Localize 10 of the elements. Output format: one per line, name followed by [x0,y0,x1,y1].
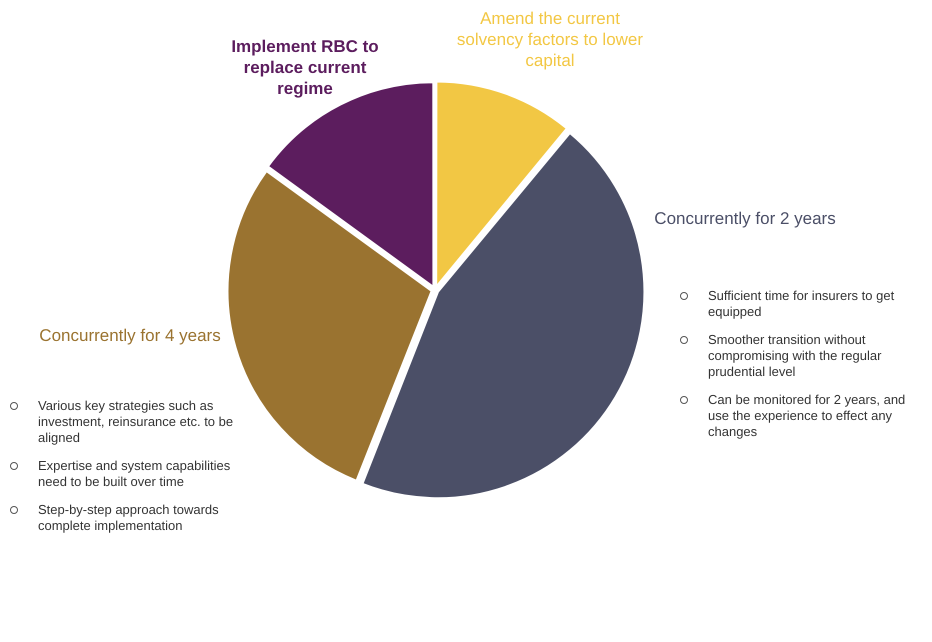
text: Expertise and system capabilities need to be built over time [38,458,230,489]
slice-label: Concurrently for 4 years [38,325,222,346]
text: Can be monitored for 2 years, and use the experience to effect any changes [708,392,906,439]
slice-label: Concurrently for 2 years [653,208,837,229]
text: Various key strategies such as investment, reinsurance etc. to be aligned [38,398,234,445]
text: Sufficient time for insurers to get equipped [708,288,894,319]
slice-label: Implement RBC to replace current regime [230,36,380,99]
text: Smoother transition without compromising with the regular prudential level [708,332,882,379]
text: Step-by-step approach towards complete implementation [38,502,219,533]
slice-label: Amend the current solvency factors to lower capital [456,8,644,71]
